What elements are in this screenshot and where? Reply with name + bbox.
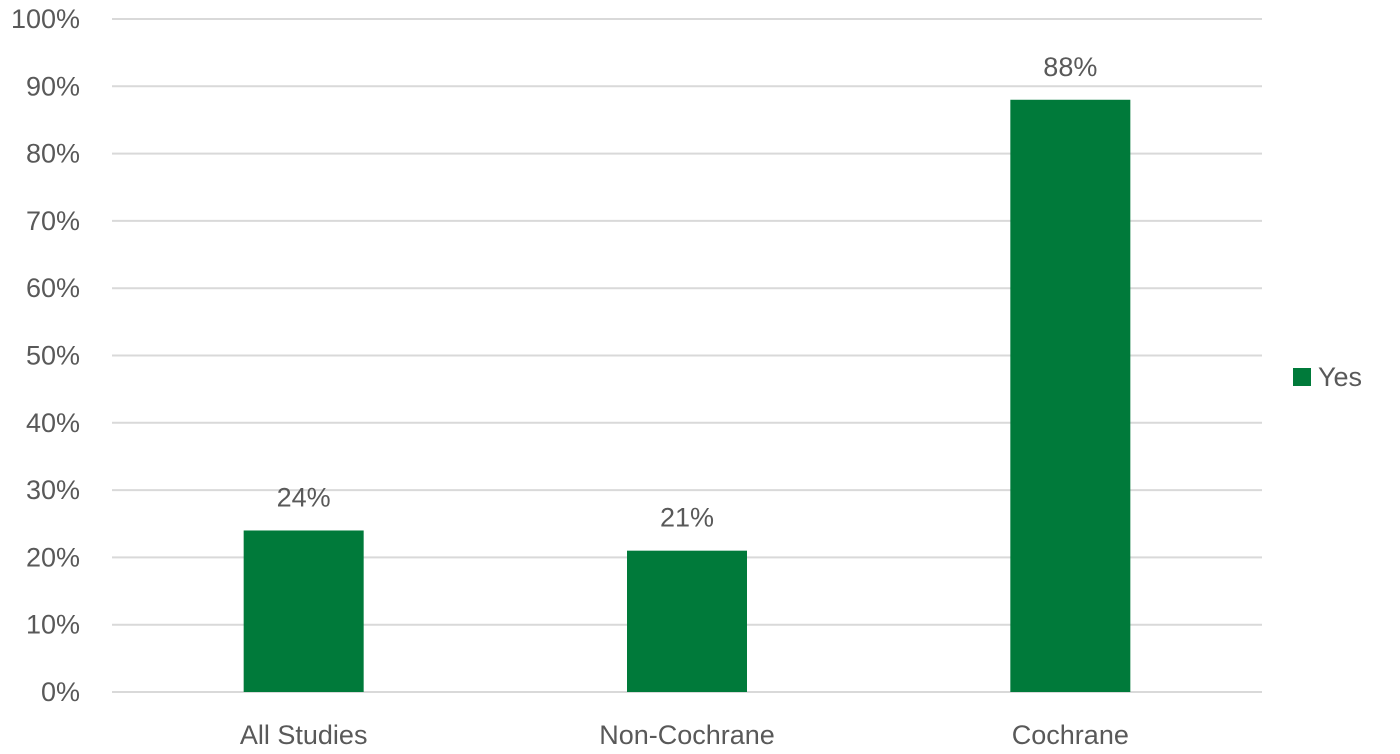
legend: Yes [1293, 362, 1362, 392]
y-tick-label: 40% [26, 408, 80, 438]
data-labels: 24% 21% 88% [277, 52, 1098, 533]
y-tick-label: 10% [26, 610, 80, 640]
data-label: 21% [660, 503, 714, 533]
y-tick-label: 80% [26, 139, 80, 169]
bars [243, 99, 1131, 692]
legend-label: Yes [1318, 362, 1362, 392]
data-label: 88% [1043, 52, 1097, 82]
bar [243, 530, 364, 692]
y-tick-label: 30% [26, 475, 80, 505]
data-label: 24% [277, 482, 331, 512]
category-label: Non-Cochrane [599, 720, 775, 750]
category-label: All Studies [240, 720, 368, 750]
bar [627, 550, 747, 692]
y-tick-label: 50% [26, 341, 80, 371]
y-tick-label: 20% [26, 542, 80, 572]
y-axis-tick-labels: 0% 10% 20% 30% 40% 50% 60% 70% 80% 90% 100% [11, 4, 80, 707]
legend-swatch [1293, 368, 1311, 386]
x-axis-category-labels: All Studies Non-Cochrane Cochrane [240, 720, 1129, 750]
y-tick-label: 90% [26, 71, 80, 101]
y-tick-label: 70% [26, 206, 80, 236]
bar [1010, 99, 1131, 692]
y-tick-label: 100% [11, 4, 80, 34]
y-tick-label: 60% [26, 273, 80, 303]
y-tick-label: 0% [41, 677, 80, 707]
category-label: Cochrane [1012, 720, 1129, 750]
